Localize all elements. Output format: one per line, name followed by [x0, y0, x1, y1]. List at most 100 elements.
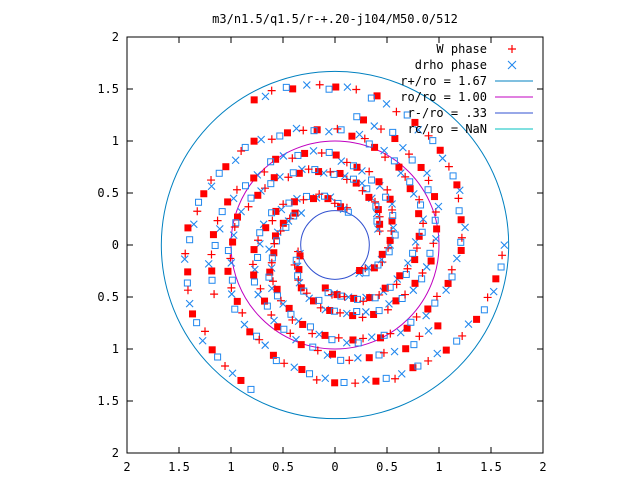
w-phase-point	[353, 163, 361, 171]
drho-phase-point	[500, 241, 509, 250]
drho-phase-point	[382, 193, 390, 201]
drho-phase-point	[215, 225, 224, 233]
w-phase-point	[273, 285, 281, 293]
drho-phase-point	[385, 299, 393, 308]
drho-phase-point	[242, 182, 250, 190]
legend-label: W phase	[436, 42, 487, 56]
w-phase-point	[224, 198, 232, 206]
w-phase-point	[350, 294, 358, 302]
drho-phase-point	[461, 223, 469, 232]
w-phase-point	[359, 297, 368, 306]
w-phase-point	[409, 364, 417, 372]
w-phase-point	[256, 284, 265, 293]
w-phase-point	[453, 181, 461, 189]
w-phase-point	[483, 293, 492, 302]
drho-phase-point	[328, 336, 336, 344]
drho-phase-point	[372, 202, 380, 210]
w-phase-point	[348, 132, 356, 140]
drho-phase-point	[218, 208, 226, 216]
w-phase-point	[207, 176, 216, 185]
drho-phase-point	[224, 247, 232, 255]
x-tick-label: 2	[123, 460, 130, 474]
drho-phase-point	[306, 323, 314, 331]
w-phase-point	[317, 148, 326, 157]
w-phase-point	[308, 329, 317, 338]
w-phase-point	[447, 265, 456, 274]
w-phase-point	[352, 85, 361, 94]
w-phase-point	[383, 305, 392, 314]
y-tick-label: 1	[112, 134, 119, 148]
drho-phase-point	[180, 255, 189, 264]
drho-phase-point	[315, 296, 323, 304]
y-tick-label: 1.5	[97, 394, 119, 408]
w-phase-point	[336, 169, 344, 177]
drho-phase-point	[183, 279, 191, 287]
w-phase-point	[315, 80, 324, 89]
w-phase-point	[403, 264, 412, 273]
w-phase-point	[233, 213, 241, 221]
drho-phase-point	[257, 135, 266, 144]
w-phase-point	[432, 292, 441, 301]
drho-phase-point	[231, 305, 239, 313]
w-phase-point	[270, 249, 278, 257]
w-phase-point	[238, 308, 247, 317]
drho-phase-point	[353, 354, 362, 362]
drho-phase-point	[273, 292, 281, 300]
y-tick-label: 2	[112, 30, 119, 44]
w-phase-point	[333, 124, 342, 133]
w-phase-point	[342, 175, 351, 184]
drho-phase-point	[265, 273, 273, 281]
x-tick-label: 0	[331, 460, 338, 474]
w-phase-point	[379, 348, 388, 357]
w-phase-point	[255, 335, 264, 344]
drho-phase-point	[309, 343, 317, 351]
drho-phase-point	[432, 235, 440, 243]
w-phase-point	[372, 377, 380, 385]
legend: W phase drho phase r+/ro = 1.67 ro/ro = 1.0…	[400, 42, 533, 136]
drho-phase-point	[407, 318, 415, 326]
drho-phase-point	[279, 300, 287, 308]
drho-phase-point	[375, 307, 383, 315]
w-phase-point	[396, 272, 404, 280]
drho-phase-point	[375, 351, 383, 359]
w-phase-point	[283, 129, 291, 137]
drho-phase-point	[254, 253, 262, 261]
w-phase-point	[498, 251, 507, 260]
w-phase-point	[315, 168, 323, 176]
w-phase-point	[299, 126, 308, 135]
w-phase-point	[200, 190, 208, 198]
drho-phase-point	[390, 347, 399, 356]
w-phase-point	[431, 193, 439, 201]
w-phase-point	[473, 315, 481, 323]
reference-circle	[160, 70, 510, 420]
w-phase-point	[388, 205, 397, 214]
w-phase-point	[260, 167, 269, 176]
w-phase-point	[267, 86, 276, 95]
w-phase-point	[342, 158, 351, 167]
w-phase-point	[370, 310, 378, 318]
w-phase-point	[457, 246, 465, 254]
w-phase-point	[331, 379, 339, 387]
w-phase-point	[424, 305, 432, 313]
drho-phase-point	[337, 356, 345, 364]
w-phase-point	[290, 198, 298, 206]
y-tick-label: 0	[112, 238, 119, 252]
w-phase-point	[424, 356, 433, 365]
drho-phase-point	[422, 263, 431, 271]
w-phase-point	[193, 207, 202, 216]
drho-phase-point	[282, 83, 290, 91]
w-phase-point	[298, 366, 306, 374]
w-phase-point	[395, 163, 403, 171]
drho-phase-point	[431, 299, 439, 307]
w-phase-point	[359, 116, 367, 124]
w-phase-point	[266, 268, 274, 276]
drho-phase-point	[325, 85, 333, 93]
w-phase-point	[340, 292, 349, 301]
drho-phase-point	[263, 302, 271, 310]
chart-title: m3/n1.5/q1.5/r-+.20-j104/M50.0/512	[212, 12, 458, 26]
w-phase-point	[375, 178, 383, 186]
w-phase-point	[386, 236, 394, 244]
legend-label: drho phase	[415, 58, 487, 72]
drho-phase-point	[403, 111, 411, 119]
